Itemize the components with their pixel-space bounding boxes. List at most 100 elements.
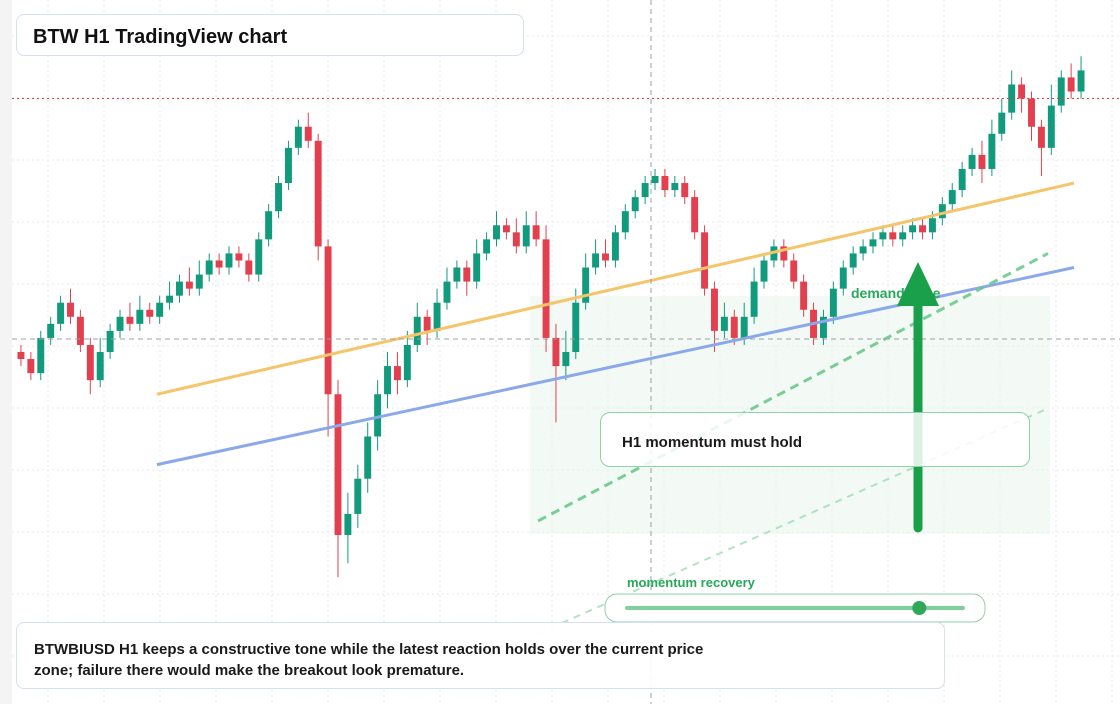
candle-body [800,281,808,310]
candle [889,225,897,247]
candle-body [354,478,362,514]
candle-body [572,302,580,352]
candle [235,246,243,268]
candle-body [909,225,917,233]
candle-body [136,309,144,324]
candle-body [780,246,788,261]
candle [909,218,917,240]
candle-body [958,168,966,191]
candle [156,295,164,324]
candle-body [592,253,600,268]
candle-body [205,260,213,275]
candle-body [245,260,253,275]
candle [641,176,649,205]
candle [284,140,292,191]
candle-body [423,316,431,331]
candle-body [146,309,154,317]
momentum-slider[interactable] [604,593,986,623]
candle-body [760,260,768,282]
candle [512,218,520,254]
candle-body [314,140,322,247]
candle [413,302,421,352]
candle [859,239,867,261]
candle-body [849,253,857,268]
candle [225,246,233,275]
candle-body [453,267,461,282]
candle [324,239,332,437]
candle [106,323,114,360]
candle-body [473,253,481,282]
candle [1008,70,1016,120]
candle [334,380,342,578]
candle-body [76,316,84,345]
candle [978,140,986,184]
candle [47,316,55,345]
candle-body [1037,126,1045,148]
candle [1018,77,1026,113]
candle-body [294,126,302,148]
candle [166,281,174,310]
caption-card: BTWBIUSD H1 keeps a constructive tone wh… [16,622,945,689]
candle-body [225,253,233,268]
candle [423,309,431,345]
candle-body [928,218,936,233]
candle [67,288,74,324]
candle [790,253,798,289]
candle-body [542,239,550,338]
candle [136,295,144,331]
candle-body [919,225,926,233]
candle-body [106,330,114,352]
candle-body [711,288,718,331]
candle-body [512,232,520,247]
candle-body [552,337,560,367]
candle-body [681,183,689,198]
candle-body [463,267,471,282]
candle [879,225,887,247]
candle-body [641,183,649,198]
candle [176,274,183,303]
candle-body [344,513,352,536]
candle-body [235,253,243,261]
candle-body [116,316,124,331]
candle-body [899,232,907,240]
candle [572,288,580,360]
candle [37,330,45,381]
candle-body [37,337,45,374]
candle [463,260,471,296]
momentum-knob[interactable] [912,601,927,615]
candle-body [1067,77,1075,92]
candle-body [265,211,273,240]
candle-body [859,246,867,254]
candle [195,260,203,296]
candle-body [938,204,946,219]
candle [116,309,124,338]
candle-body [364,436,372,479]
candle-body [968,154,976,169]
candle [701,225,709,296]
candle [502,218,510,240]
candle-body [126,316,134,324]
candle-body [978,154,986,169]
candle-body [562,352,570,367]
title-card: BTW H1 TradingView chart [16,14,524,56]
candle [1047,84,1055,155]
candle-body [790,260,798,282]
candle [1077,56,1085,99]
candle [57,295,65,331]
candles [17,56,1085,578]
candle [592,239,600,275]
candle-body [166,295,174,303]
candle [314,133,322,261]
candle [245,253,253,282]
candle-body [691,197,699,233]
candle [185,267,193,296]
candle [938,197,946,226]
candle-body [86,344,94,381]
candle-body [176,281,183,296]
candle [829,281,837,324]
candle-body [57,302,65,324]
candle [354,464,362,528]
trend-line-orange [156,181,1075,396]
candle [711,281,718,352]
